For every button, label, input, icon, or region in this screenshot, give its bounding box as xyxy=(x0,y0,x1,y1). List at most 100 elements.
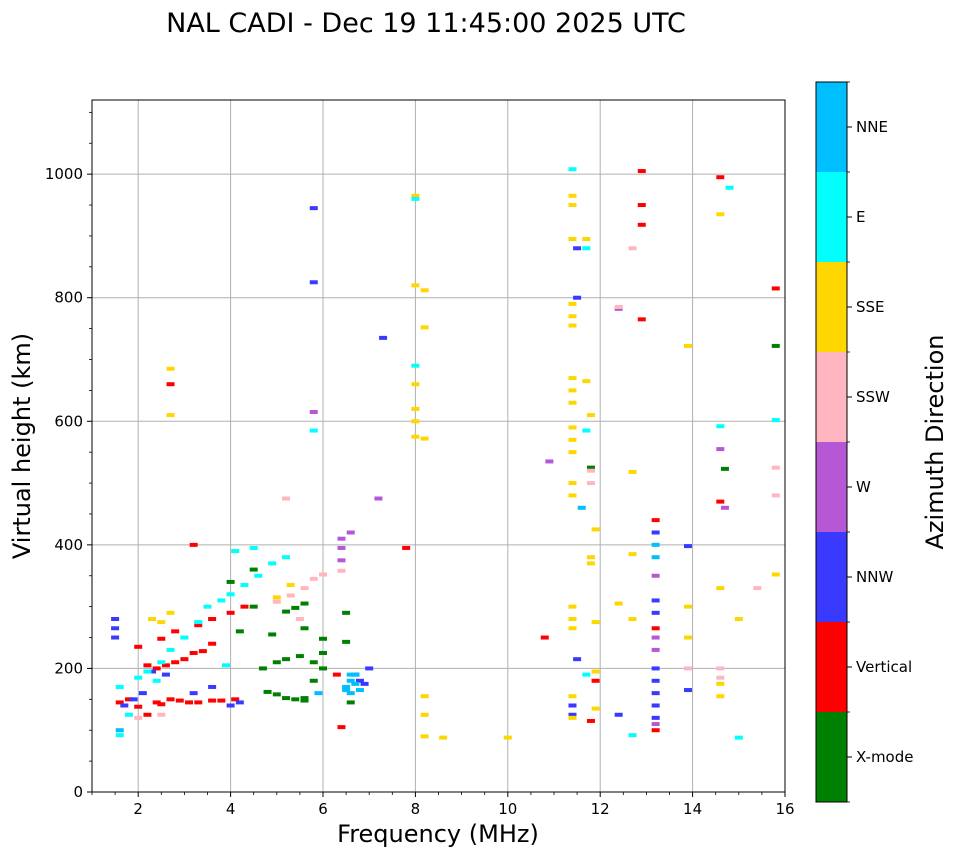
data-point xyxy=(115,728,124,733)
data-point xyxy=(651,530,660,535)
data-point xyxy=(573,295,582,300)
data-point xyxy=(309,576,318,581)
data-point xyxy=(351,672,360,677)
data-point xyxy=(342,639,351,644)
data-point xyxy=(771,343,780,348)
data-point xyxy=(226,592,235,597)
data-point xyxy=(582,246,591,251)
data-point xyxy=(157,620,166,625)
data-point xyxy=(355,688,364,693)
data-point xyxy=(614,712,623,717)
data-point xyxy=(337,558,346,563)
data-point xyxy=(568,626,577,631)
data-point xyxy=(716,424,725,429)
data-point xyxy=(651,610,660,615)
data-point xyxy=(716,447,725,452)
data-point xyxy=(342,610,351,615)
data-point xyxy=(115,733,124,738)
data-point xyxy=(194,623,203,628)
data-point xyxy=(568,712,577,717)
data-point xyxy=(628,617,637,621)
data-point xyxy=(540,635,549,640)
data-point xyxy=(420,436,429,441)
data-point xyxy=(637,203,646,208)
data-point xyxy=(411,434,420,439)
data-point xyxy=(166,647,175,652)
colorbar-tick-label: W xyxy=(856,478,871,496)
data-point xyxy=(291,605,300,610)
x-tick-label: 2 xyxy=(133,800,143,818)
data-point xyxy=(217,598,226,603)
data-point xyxy=(586,468,595,473)
data-point xyxy=(240,583,249,588)
data-point xyxy=(420,694,429,699)
data-point xyxy=(263,689,272,694)
data-point xyxy=(420,288,429,293)
data-point xyxy=(637,222,646,227)
data-point xyxy=(683,666,692,671)
data-point xyxy=(683,635,692,640)
data-point xyxy=(319,572,327,577)
series-x-mode xyxy=(226,343,780,705)
data-point xyxy=(272,595,281,600)
data-point xyxy=(157,702,166,707)
data-point xyxy=(115,700,124,705)
data-point xyxy=(309,428,318,433)
data-point xyxy=(586,481,595,486)
data-point xyxy=(309,410,318,415)
data-point xyxy=(651,626,660,631)
data-point xyxy=(258,666,267,671)
data-point xyxy=(185,700,194,705)
data-point xyxy=(439,735,448,740)
data-point xyxy=(771,418,780,423)
data-point xyxy=(402,545,411,550)
y-tick-label: 800 xyxy=(54,289,83,307)
y-axis: 0 200 400 600 800 1000 xyxy=(45,111,92,801)
data-point xyxy=(420,712,429,717)
data-point xyxy=(716,212,725,217)
data-point xyxy=(221,663,230,668)
data-point xyxy=(582,428,591,433)
x-tick-label: 6 xyxy=(318,800,328,818)
data-point xyxy=(637,169,646,174)
data-point xyxy=(226,610,235,615)
data-point xyxy=(208,641,217,646)
data-point xyxy=(157,712,166,717)
colorbar-tick-label: E xyxy=(856,208,865,226)
data-point xyxy=(651,678,660,683)
data-point xyxy=(249,545,258,550)
chart-title: NAL CADI - Dec 19 11:45:00 2025 UTC xyxy=(166,8,686,39)
data-point xyxy=(651,691,660,696)
data-point xyxy=(582,237,591,242)
data-point xyxy=(568,388,577,393)
data-point xyxy=(683,688,692,693)
colorbar-frame xyxy=(815,81,848,803)
y-tick-label: 0 xyxy=(73,783,83,801)
data-point xyxy=(651,722,660,727)
series-ssw xyxy=(134,246,780,720)
data-point xyxy=(346,691,355,696)
colorbar-segment xyxy=(816,712,847,802)
data-point xyxy=(591,706,600,711)
data-point xyxy=(411,419,420,424)
data-point xyxy=(568,167,577,172)
data-point xyxy=(337,536,346,541)
data-point xyxy=(111,617,120,621)
data-point xyxy=(282,496,291,501)
colorbar-segment xyxy=(816,352,847,442)
data-point xyxy=(651,715,660,720)
data-point xyxy=(166,382,175,387)
data-point xyxy=(568,323,577,328)
data-point xyxy=(771,493,780,498)
data-point xyxy=(374,496,383,501)
x-tick-label: 12 xyxy=(591,800,610,818)
x-axis: 2 4 6 8 10 12 14 16 xyxy=(91,792,795,818)
series-e xyxy=(115,167,780,740)
colorbar-tick-label: X-mode xyxy=(856,748,913,766)
colorbar-segment xyxy=(816,172,847,262)
data-point xyxy=(134,644,143,649)
data-point xyxy=(291,697,300,702)
data-point xyxy=(568,203,577,208)
data-point xyxy=(134,715,143,720)
x-tick-label: 16 xyxy=(775,800,794,818)
